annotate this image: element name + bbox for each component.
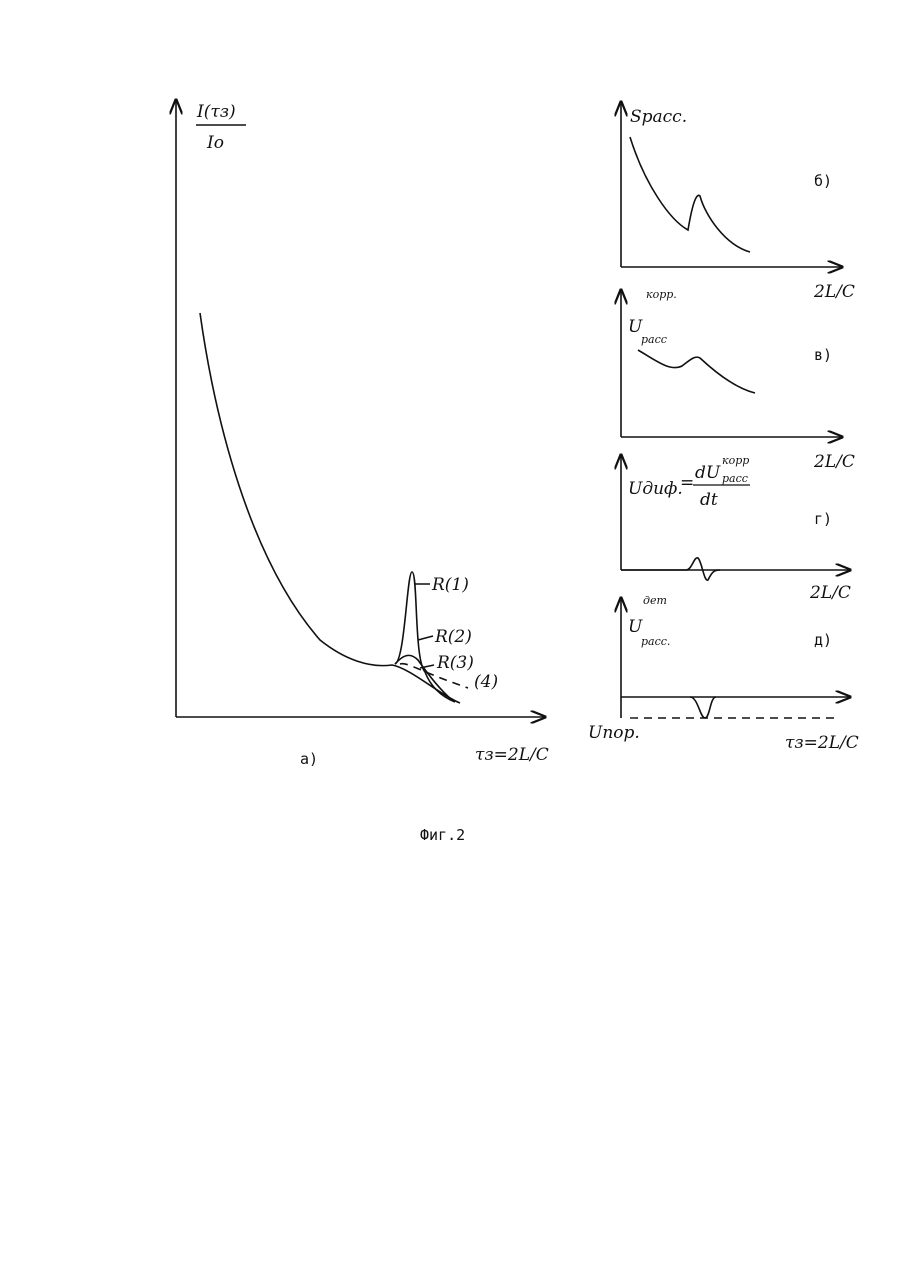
curve-label: R(3) bbox=[436, 653, 474, 673]
num-sup: корр bbox=[722, 454, 749, 467]
eq: = bbox=[680, 473, 694, 493]
panel-tag: б) bbox=[814, 172, 832, 190]
y-label: U bbox=[628, 617, 643, 637]
x-label: τз=2L/C bbox=[475, 745, 549, 765]
y-label-sub: расс bbox=[641, 333, 667, 346]
threshold-label: Uпор. bbox=[588, 723, 640, 743]
panel-v: U расс корр. в) 2L/C bbox=[621, 288, 855, 472]
curve bbox=[690, 697, 716, 718]
x-label: τз=2L/C bbox=[785, 733, 859, 753]
panel-g: Uдиф. = dU расс корр dt г) 2L/C bbox=[621, 454, 851, 603]
panel-tag: а) bbox=[300, 750, 318, 768]
y-label-den: Iо bbox=[206, 133, 224, 153]
y-label: Sрасс. bbox=[630, 107, 687, 127]
figure: I(τз) Iо R(1) R(2) R(3) (4) τз=2L/C а) S… bbox=[0, 0, 901, 1273]
y-label-sub: расс. bbox=[641, 635, 670, 648]
num: dU bbox=[695, 463, 721, 483]
panel-tag: в) bbox=[814, 346, 832, 364]
panel-b: Sрасс. б) 2L/C bbox=[621, 102, 855, 302]
y-label-num: I(τз) bbox=[196, 102, 236, 122]
x-label: 2L/C bbox=[809, 583, 851, 603]
y-label: Uдиф. bbox=[628, 479, 683, 499]
panel-a: I(τз) Iо R(1) R(2) R(3) (4) τз=2L/C а) bbox=[176, 100, 549, 768]
num-sub: расс bbox=[722, 472, 748, 485]
x-label: 2L/C bbox=[813, 282, 855, 302]
y-label-sup: дет bbox=[643, 594, 667, 607]
y-label-sup: корр. bbox=[646, 288, 677, 301]
curve bbox=[638, 350, 755, 393]
curve bbox=[200, 313, 460, 703]
panel-d: U расс. дет Uпор. д) τз=2L/C bbox=[588, 594, 859, 753]
x-label: 2L/C bbox=[813, 452, 855, 472]
panel-tag: д) bbox=[814, 631, 832, 649]
curve bbox=[621, 558, 720, 580]
caption: Фиг.2 bbox=[420, 826, 465, 844]
den: dt bbox=[700, 490, 718, 510]
curve-label: R(1) bbox=[431, 575, 469, 595]
curve-label: R(2) bbox=[434, 627, 472, 647]
curve-label: (4) bbox=[474, 672, 498, 692]
panel-tag: г) bbox=[814, 510, 832, 528]
curve bbox=[630, 137, 750, 252]
